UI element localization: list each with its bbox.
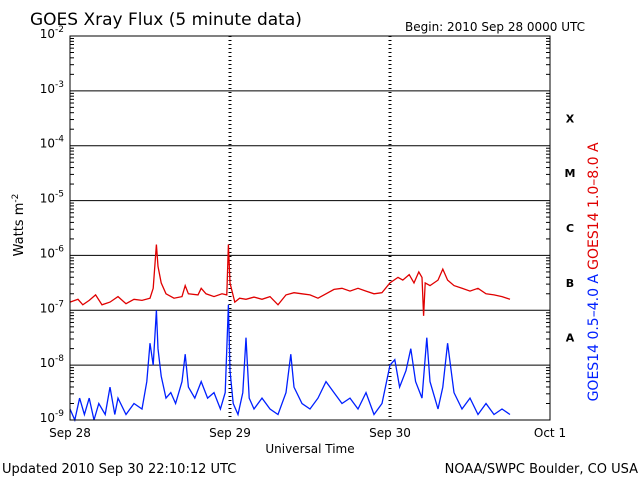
flare-class-label-4: A [566,332,575,345]
begin-label: Begin: 2010 Sep 28 0000 UTC [405,20,585,34]
y-tick-label-3: 10-6 [40,244,65,260]
x-axis-label: Universal Time [265,442,354,456]
series-line-0 [69,244,511,316]
x-tick-label-2: Sep 30 [369,426,411,440]
legend: GOES14 1.0–8.0 A GOES14 0.5–4.0 A [586,142,602,401]
chart-title: GOES Xray Flux (5 minute data) [30,10,302,30]
gridlines [70,35,550,421]
legend-label-0: GOES14 1.0–8.0 A [586,142,602,270]
minor-ticks [70,38,550,404]
y-tick-label-4: 10-5 [40,190,64,206]
series-line-1 [69,304,511,423]
y-tick-label-0: 10-9 [40,409,65,425]
series-layer [69,244,511,423]
y-tick-label-5: 10-4 [40,135,65,151]
x-tick-label-0: Sep 28 [49,426,91,440]
x-tick-label-3: Oct 1 [534,426,566,440]
flare-class-label-1: M [565,167,576,180]
y-tick-label-2: 10-7 [40,299,64,315]
legend-label-1: GOES14 0.5–4.0 A [586,274,602,402]
flare-class-label-3: B [566,277,574,290]
flare-class-label-2: C [566,222,574,235]
y-tick-labels: 10-9 10-8 10-7 10-6 10-5 10-4 10-3 10-2 [40,25,65,425]
y-tick-label-7: 10-2 [40,25,64,41]
y-tick-label-6: 10-3 [40,80,64,96]
flare-class-labels: X M C B A [565,112,576,344]
flare-class-label-0: X [566,112,575,125]
credit-text: NOAA/SWPC Boulder, CO USA [445,462,638,477]
y-tick-label-1: 10-8 [40,354,65,370]
x-tick-label-1: Sep 29 [209,426,251,440]
x-tick-labels: Sep 28 Sep 29 Sep 30 Oct 1 [49,426,566,440]
y-axis-label: Watts m-2 [11,194,27,257]
plot-frame [69,35,551,421]
updated-timestamp: Updated 2010 Sep 30 22:10:12 UTC [2,462,236,477]
